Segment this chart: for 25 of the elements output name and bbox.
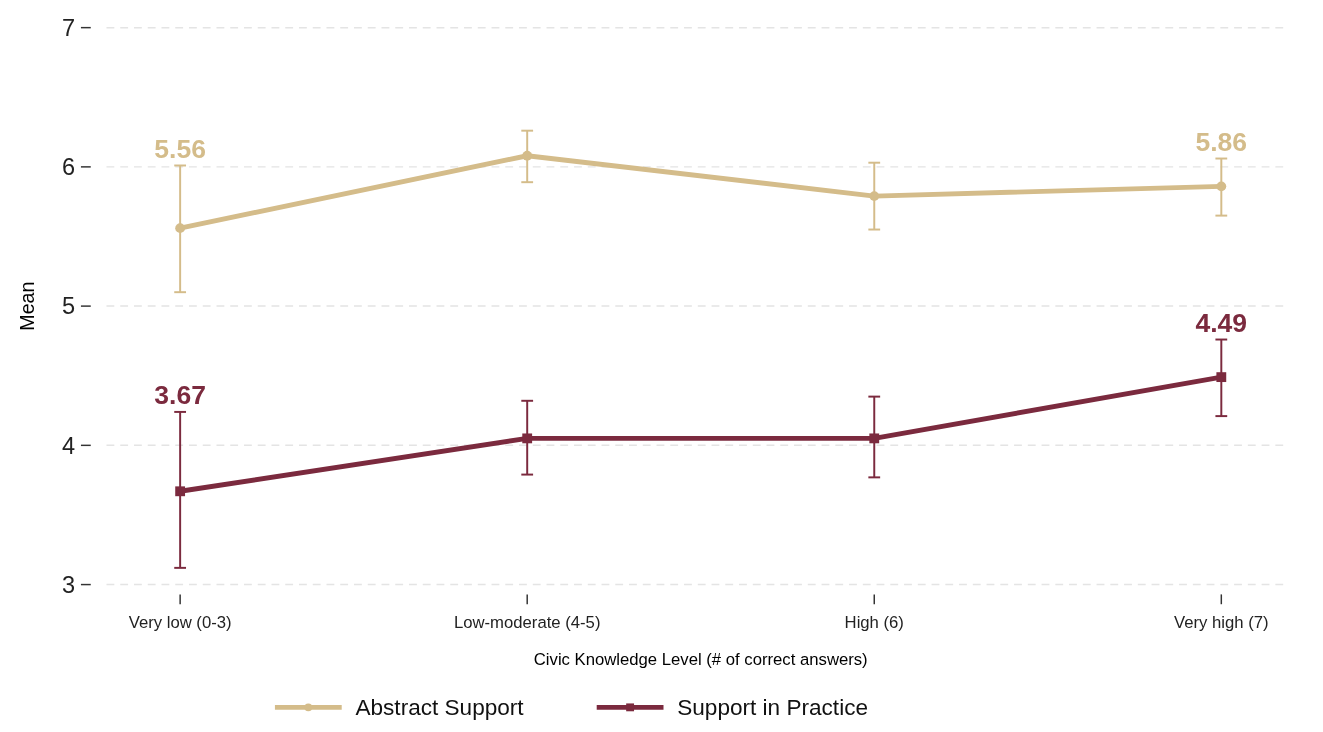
point [522,433,533,444]
data-label: 3.67 [154,380,206,411]
x-axis-title: Civic Knowledge Level (# of correct answers) [533,650,868,670]
legend-label: Support in Practice [677,695,869,721]
point [522,150,533,161]
y-axis-title: Mean [15,281,38,331]
x-tick-label: High (6) [844,612,904,632]
y-tick-label: 4 [61,432,76,459]
y-tick-label: 3 [61,571,76,598]
point [175,486,186,497]
point [1216,181,1227,192]
legend-label: Abstract Support [355,695,525,721]
y-tick-label: 7 [61,14,76,41]
x-tick-label: Low-moderate (4-5) [453,612,601,632]
point [869,191,880,202]
data-label: 5.56 [154,133,206,164]
point [869,433,880,444]
y-tick-label: 5 [61,293,76,320]
y-tick-label: 6 [61,154,76,181]
point [175,223,186,234]
data-label: 4.49 [1195,307,1248,338]
data-label: 5.86 [1195,126,1248,157]
point [1216,372,1227,383]
x-tick-label: Very high (7) [1174,612,1269,632]
x-tick-label: Very low (0-3) [128,612,232,632]
